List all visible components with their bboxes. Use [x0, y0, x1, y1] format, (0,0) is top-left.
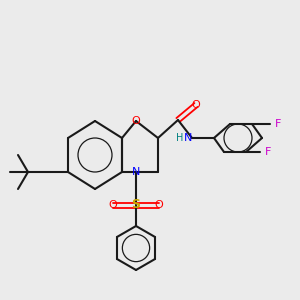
- Text: O: O: [154, 200, 164, 210]
- Text: H: H: [176, 133, 184, 143]
- Text: F: F: [265, 147, 271, 157]
- Text: N: N: [132, 167, 140, 177]
- Text: O: O: [109, 200, 117, 210]
- Text: N: N: [184, 133, 192, 143]
- Text: O: O: [132, 116, 140, 126]
- Text: F: F: [275, 119, 281, 129]
- Text: O: O: [192, 100, 200, 110]
- Text: S: S: [131, 199, 140, 212]
